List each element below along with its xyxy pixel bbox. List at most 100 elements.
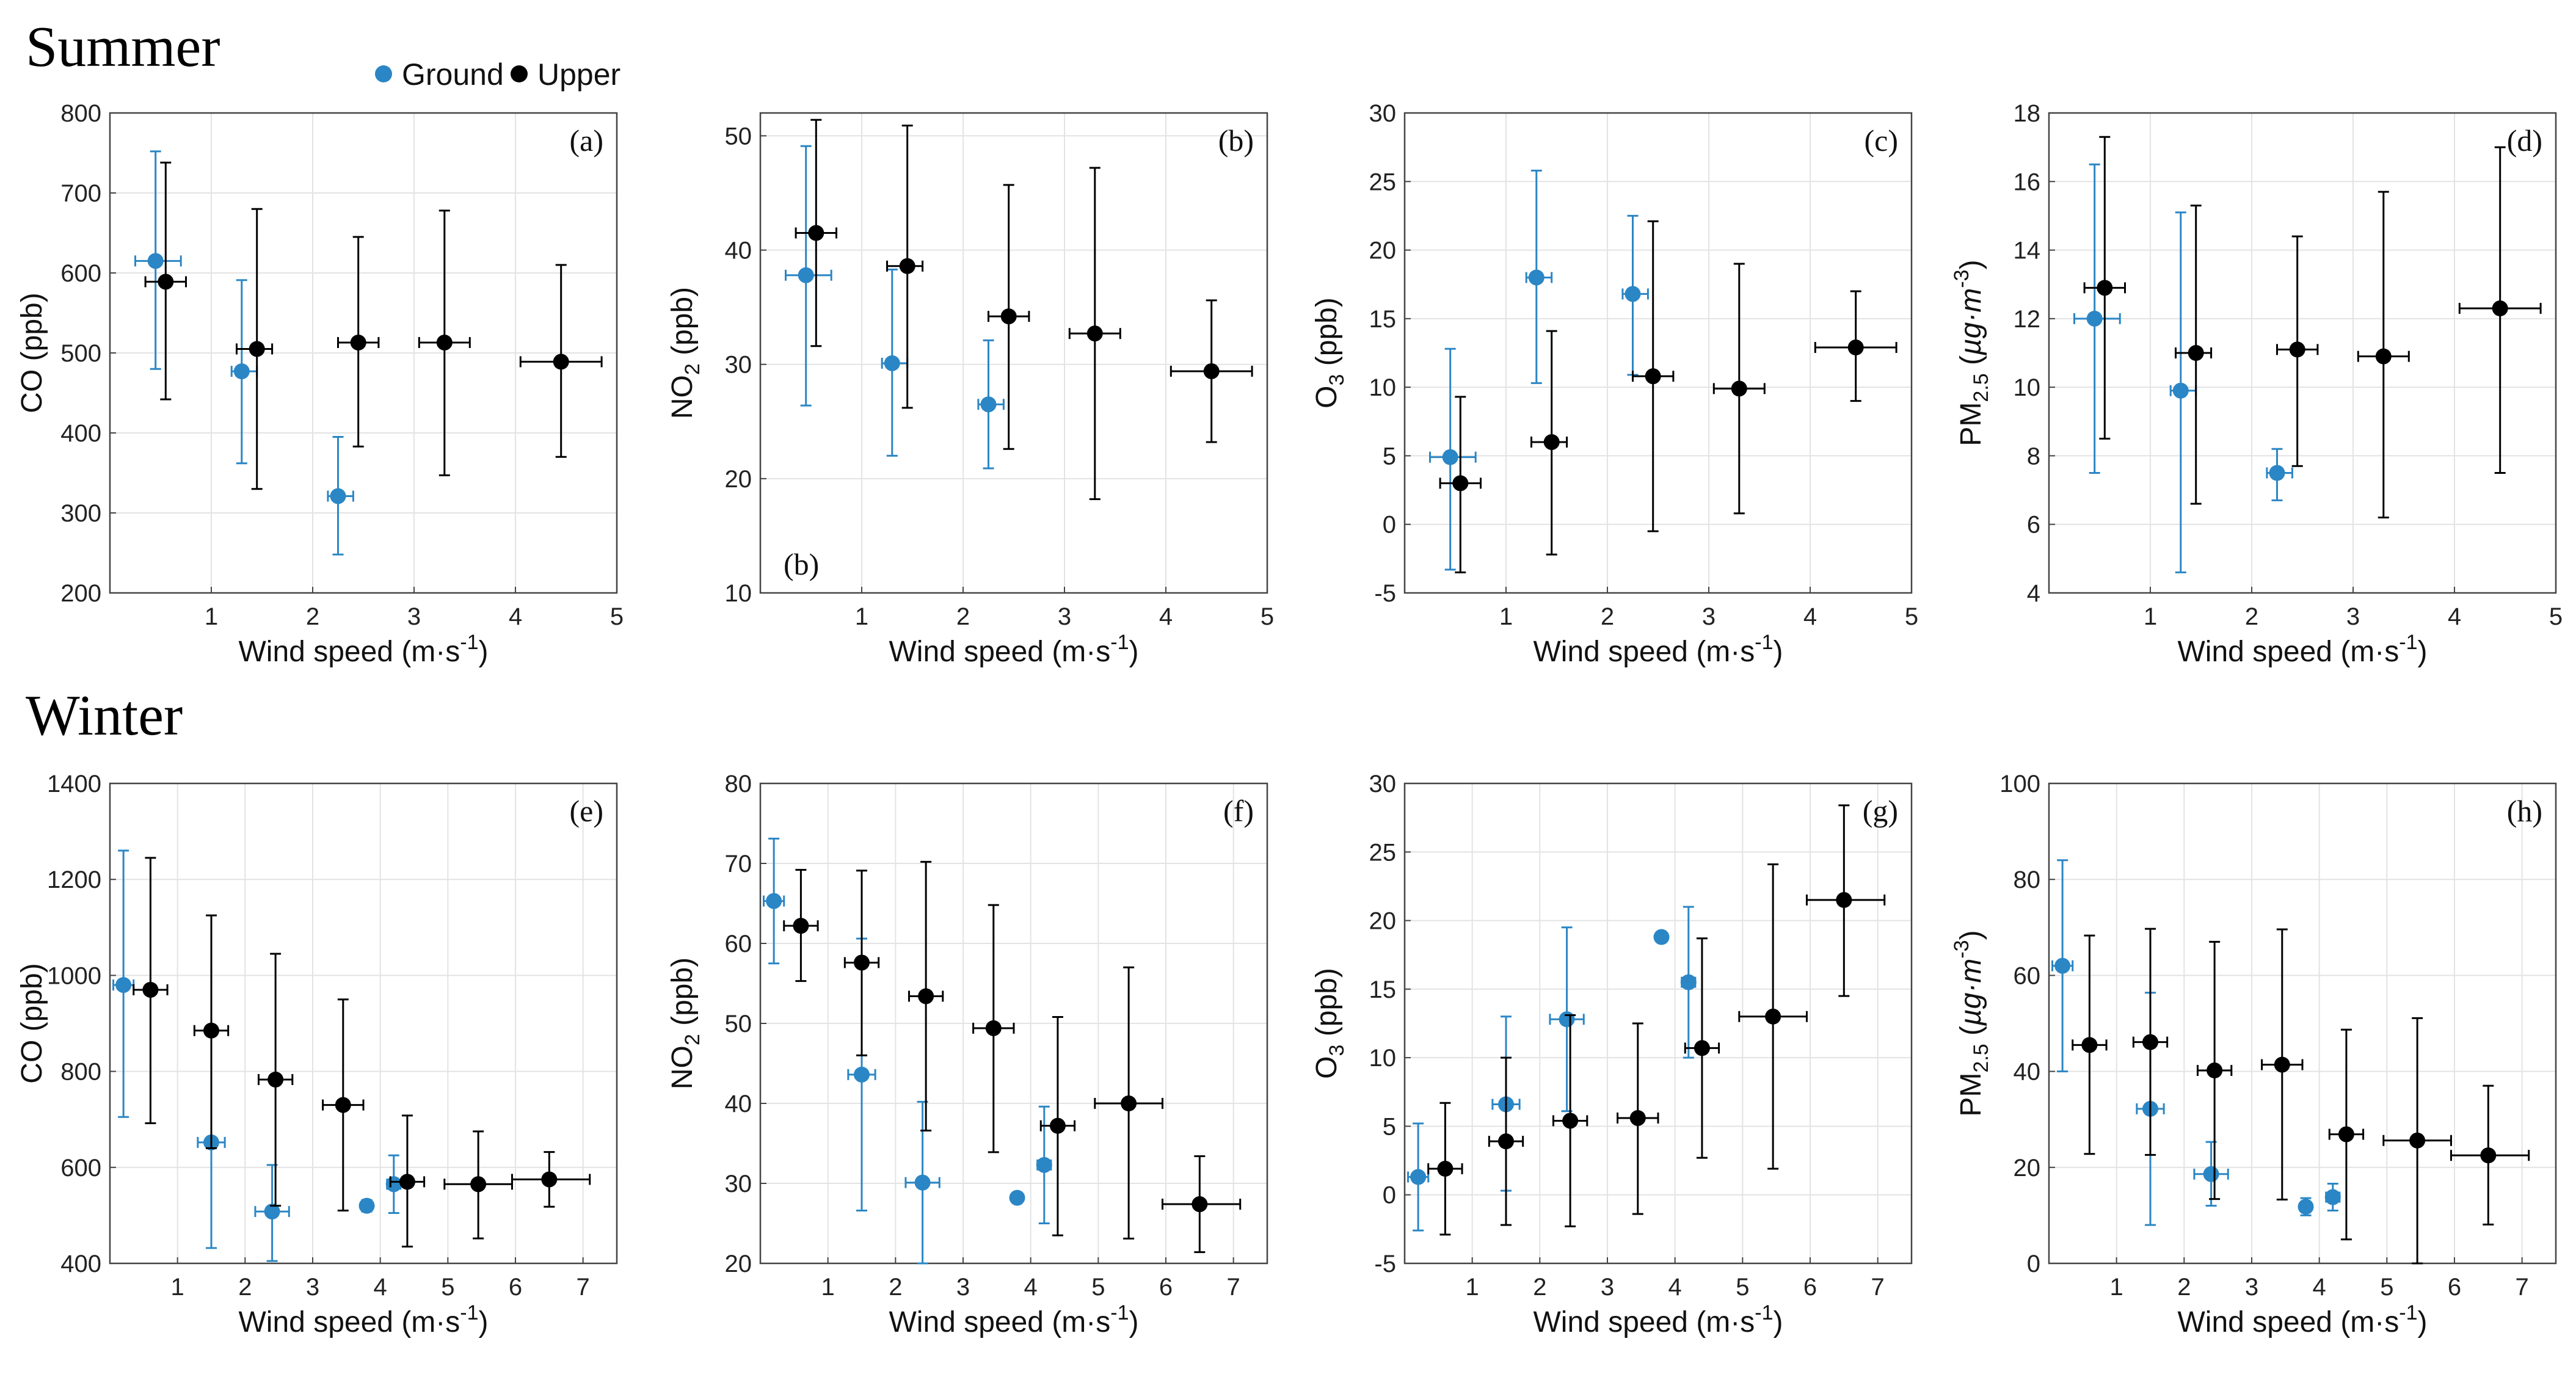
panel-label: (f) [1223, 794, 1254, 828]
series-ground [1429, 169, 1649, 571]
series-upper [133, 857, 591, 1247]
y-tick-label: 400 [60, 420, 101, 447]
marker [335, 1097, 351, 1113]
data-point-upper [908, 860, 944, 1132]
y-tick-label: 80 [725, 771, 752, 797]
y-tick-label: 15 [1369, 976, 1397, 1003]
y-tick-label: 10 [1369, 1045, 1397, 1072]
axes-box [2048, 782, 2557, 1265]
marker [1765, 1008, 1781, 1025]
marker [2207, 1062, 2223, 1079]
marker [203, 1022, 219, 1039]
data-point-upper [1068, 167, 1121, 501]
data-point-upper [511, 1151, 591, 1208]
y-tick-label: 25 [1369, 169, 1397, 195]
y-tick-label: 5 [1383, 443, 1396, 470]
panel-label: (e) [570, 794, 604, 828]
marker [793, 918, 809, 934]
marker [1498, 1133, 1514, 1150]
marker [2274, 1056, 2290, 1073]
marker [147, 253, 164, 269]
marker [1645, 368, 1661, 385]
data-point-ground [2266, 448, 2293, 501]
panel-f: 1 2 3 4 5 6 7 20 30 40 50 60 70 80 Wind speed (m·s-1) N… [666, 771, 1268, 1338]
data-point-upper [1039, 1016, 1076, 1237]
x-tick-label: 5 [2549, 603, 2563, 630]
y-tick-label: 30 [725, 352, 752, 379]
x-tick-label: 5 [1261, 603, 1274, 630]
panel-label: (c) [1865, 123, 1899, 158]
legend: Ground Upper [375, 57, 620, 92]
y-tick-label: 0 [1383, 1182, 1396, 1209]
y-tick-label: 60 [2014, 962, 2041, 989]
axes-box [109, 782, 618, 1265]
data-point-ground [1036, 1105, 1052, 1224]
data-point-upper [337, 236, 380, 448]
data-point-upper [2450, 1084, 2530, 1226]
marker [1086, 325, 1103, 342]
axes-box [1403, 782, 1913, 1265]
marker [1000, 308, 1017, 325]
data-point-upper [2276, 235, 2319, 467]
data-point-ground [977, 339, 1005, 470]
y-axis-label: NO2 (ppb) [666, 957, 704, 1089]
data-point-ground [358, 1197, 375, 1214]
series-ground [1407, 906, 1697, 1232]
data-point-ground [2169, 211, 2197, 573]
y-tick-label: 10 [2014, 374, 2041, 401]
marker [1625, 286, 1641, 302]
data-point-upper [1805, 804, 1886, 997]
marker [1442, 449, 1458, 465]
y-tick-label: 1200 [47, 866, 101, 893]
marker [1731, 380, 1747, 397]
y-tick-label: 14 [2014, 238, 2041, 264]
y-tick-label: 30 [1369, 100, 1397, 127]
x-tick-label: 1 [2144, 603, 2157, 630]
x-tick-label: 3 [2245, 1274, 2258, 1301]
x-tick-label: 2 [956, 603, 970, 630]
axes-box [2048, 112, 2557, 594]
y-tick-label: 400 [60, 1251, 101, 1277]
marker [1452, 475, 1469, 492]
data-point-ground [1680, 906, 1697, 1059]
marker [1437, 1161, 1454, 1177]
x-axis-label: Wind speed (m·s-1) [889, 631, 1139, 668]
marker [2338, 1126, 2354, 1142]
y-tick-label: 20 [2014, 1155, 2041, 1182]
y-tick-label: 40 [725, 1091, 752, 1117]
marker [1562, 1113, 1579, 1129]
season-title-summer: Summer [26, 15, 220, 79]
data-point-upper [389, 1114, 426, 1247]
y-tick-label: 20 [725, 466, 752, 493]
x-tick-label: 3 [1702, 603, 1716, 630]
marker [267, 1071, 284, 1088]
data-point-upper [144, 161, 187, 401]
marker [2086, 310, 2103, 327]
y-tick-label: 0 [1383, 512, 1396, 539]
x-tick-label: 2 [1533, 1274, 1546, 1301]
data-point-upper [1530, 330, 1568, 556]
data-point-upper [133, 857, 169, 1124]
y-tick-label: 500 [60, 340, 101, 367]
y-tick-label: 60 [725, 931, 752, 957]
marker [2409, 1132, 2426, 1149]
marker [766, 893, 782, 909]
data-point-upper [2261, 928, 2304, 1200]
marker [399, 1174, 415, 1190]
x-tick-label: 2 [306, 603, 319, 630]
marker [2142, 1034, 2158, 1050]
marker [2097, 280, 2113, 296]
legend-ground-marker [375, 65, 392, 82]
data-point-ground [1525, 169, 1553, 384]
y-axis-label: PM2.5 (µg·m-3) [1950, 260, 1993, 446]
y-tick-label: -5 [1374, 1251, 1396, 1277]
x-tick-label: 5 [1091, 1274, 1105, 1301]
x-axis-label: Wind speed (m·s-1) [2178, 1301, 2428, 1338]
data-point-ground [134, 150, 182, 370]
x-axis-label: Wind speed (m·s-1) [239, 631, 489, 668]
y-tick-label: 25 [1369, 839, 1397, 866]
y-axis-label: O3 (ppb) [1311, 297, 1348, 409]
x-tick-label: 2 [238, 1274, 252, 1301]
marker [2289, 341, 2305, 358]
